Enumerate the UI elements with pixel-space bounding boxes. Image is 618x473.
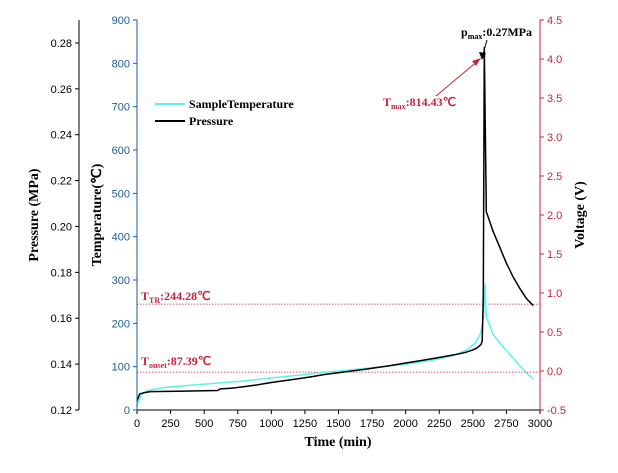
voltage-tick-label: 3.5 — [547, 93, 562, 105]
temperature-tick-label: 600 — [112, 145, 130, 157]
voltage-tick-label: 1.5 — [547, 249, 562, 261]
voltage-tick-label: 0.0 — [547, 366, 562, 378]
x-axis-title: Time (min) — [304, 435, 371, 450]
series-layer — [136, 46, 534, 406]
pressure-tick-label: 0.24 — [51, 130, 72, 142]
ttr-label: TTR:244.28℃ — [141, 289, 211, 305]
pmax-label: pmax:0.27MPa — [461, 25, 532, 41]
temperature-tick-label: 300 — [112, 275, 130, 287]
pressure-tick-label: 0.28 — [51, 38, 72, 50]
x-tick-label: 750 — [229, 418, 247, 430]
temperature-tick-label: 0 — [124, 405, 130, 417]
x-tick-label: 1750 — [360, 418, 384, 430]
tmax-arrowhead — [472, 58, 481, 66]
voltage-tick-label: 3.0 — [547, 132, 562, 144]
pmax-arrowhead — [479, 52, 486, 60]
x-tick-label: 0 — [134, 418, 140, 430]
x-tick-label: 250 — [161, 418, 179, 430]
voltage-tick-label: -0.5 — [547, 405, 566, 417]
temperature-tick-label: 500 — [112, 188, 130, 200]
temperature-tick-label: 800 — [112, 58, 130, 70]
legend: SampleTemperature Pressure — [155, 97, 294, 128]
temperature-tick-label: 100 — [112, 362, 130, 374]
x-tick-label: 1500 — [326, 418, 350, 430]
x-tick-label: 1000 — [259, 418, 283, 430]
x-tick-label: 3000 — [528, 418, 552, 430]
voltage-axis-title: Voltage (V) — [573, 181, 588, 249]
pressure-series-line — [136, 46, 534, 402]
temperature-tick-label: 200 — [112, 318, 130, 330]
pressure-tick-label: 0.22 — [51, 176, 72, 188]
x-tick-label: 2250 — [427, 418, 451, 430]
x-tick-label: 500 — [195, 418, 213, 430]
pressure-tick-label: 0.14 — [51, 359, 72, 371]
x-tick-label: 2000 — [393, 418, 417, 430]
temperature-tick-label: 900 — [112, 15, 130, 27]
pressure-tick-label: 0.18 — [51, 267, 72, 279]
annotation-pmax: pmax:0.27MPa — [461, 25, 532, 60]
pressure-tick-label: 0.20 — [51, 221, 72, 233]
temperature-tick-label: 400 — [112, 232, 130, 244]
voltage-tick-label: 1.0 — [547, 288, 562, 300]
voltage-tick-label: 0.5 — [547, 327, 562, 339]
pressure-axis-title: Pressure (MPa) — [27, 168, 42, 262]
x-tick-label: 1250 — [293, 418, 317, 430]
ticks-layer: 0 250 500 750 1000 1250 1500 1750 2000 2250 2500 27… — [51, 15, 566, 430]
tonset-label: Tonset:87.39℃ — [141, 354, 211, 370]
annotation-tmax: Tmax:814.43℃ — [383, 58, 481, 111]
voltage-tick-label: 2.0 — [547, 210, 562, 222]
pressure-tick-label: 0.16 — [51, 313, 72, 325]
voltage-tick-label: 2.5 — [547, 171, 562, 183]
sample-temperature-series-line — [136, 283, 534, 406]
tmax-arrow — [435, 59, 480, 97]
temperature-axis-title: Temperature(℃) — [90, 163, 105, 266]
pressure-tick-label: 0.26 — [51, 84, 72, 96]
legend-label-pressure: Pressure — [189, 114, 234, 128]
x-tick-label: 2750 — [494, 418, 518, 430]
legend-label-sample-temperature: SampleTemperature — [189, 97, 294, 111]
voltage-tick-label: 4.0 — [547, 54, 562, 66]
x-tick-label: 2500 — [461, 418, 485, 430]
tmax-label: Tmax:814.43℃ — [383, 95, 456, 111]
temperature-tick-label: 700 — [112, 102, 130, 114]
voltage-tick-label: 4.5 — [547, 15, 562, 27]
pressure-tick-label: 0.12 — [51, 405, 72, 417]
